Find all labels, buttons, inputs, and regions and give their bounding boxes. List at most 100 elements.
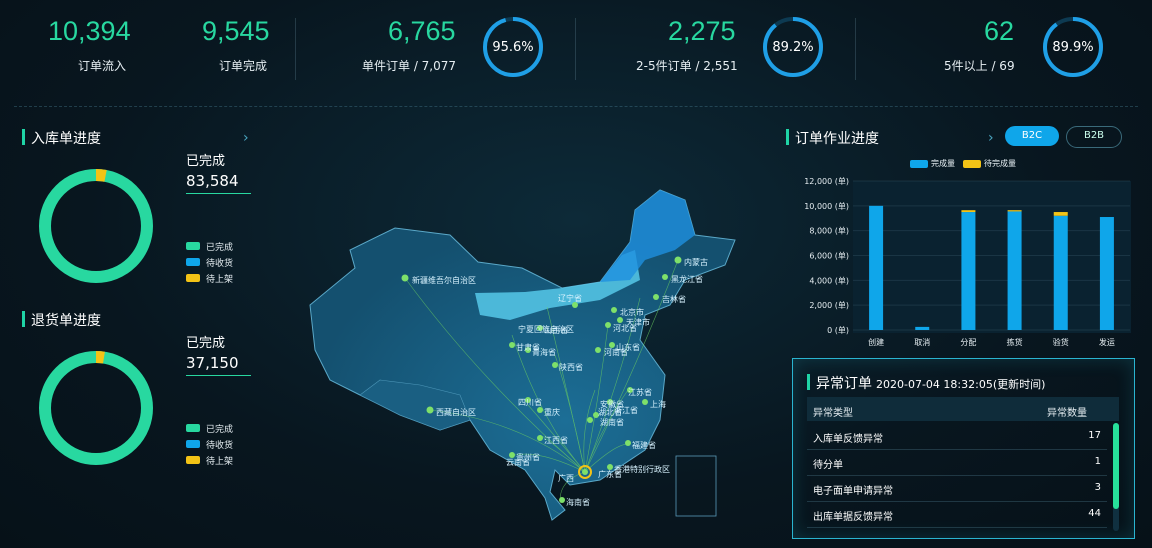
map-label: 广西 bbox=[558, 473, 574, 483]
map-region-highlight bbox=[600, 190, 695, 282]
divider bbox=[295, 18, 296, 80]
hub-dot bbox=[582, 469, 588, 475]
map-label: 福建省 bbox=[632, 440, 656, 450]
map-label: 海南省 bbox=[566, 497, 590, 507]
legend-label: 待上架 bbox=[206, 456, 234, 467]
header-divider bbox=[14, 106, 1138, 107]
map-label: 四川省 bbox=[518, 397, 542, 407]
kpi-single-label: 单件订单 / 7,077 bbox=[362, 59, 457, 73]
legend-label: 已完成 bbox=[206, 424, 234, 435]
legend-label: 已完成 bbox=[206, 242, 234, 253]
y-tick-label: 0 (单) bbox=[827, 325, 849, 335]
y-tick-label: 6,000 (单) bbox=[809, 251, 849, 261]
y-tick-label: 8,000 (单) bbox=[809, 226, 849, 236]
city-dots bbox=[401, 256, 682, 503]
legend-completed: 完成量 bbox=[931, 159, 955, 168]
hub-marker bbox=[578, 465, 592, 479]
y-tick-label: 12,000 (单) bbox=[804, 176, 849, 186]
table-row[interactable]: 待分单 1 bbox=[807, 449, 1107, 476]
map-label: 上海 bbox=[650, 399, 666, 409]
row-type: 入库单反馈异常 bbox=[813, 434, 883, 445]
legend-item: 待收货 bbox=[186, 254, 233, 270]
map-label: 北京市 bbox=[620, 307, 644, 317]
kpi-five-ring: 89.9% bbox=[1041, 15, 1105, 79]
legend-item: 待上架 bbox=[186, 452, 233, 468]
inbound-legend: 已完成 待收货 待上架 bbox=[186, 238, 233, 286]
inbound-chevron-icon[interactable]: › bbox=[243, 130, 249, 146]
map-region-highlight bbox=[475, 250, 640, 320]
kpi-single-ring: 95.6% bbox=[481, 15, 545, 79]
abnormal-title-text: 异常订单 bbox=[816, 376, 872, 392]
row-type: 待分单 bbox=[813, 460, 843, 471]
inbound-done-label: 已完成 bbox=[186, 154, 226, 169]
kpi-multi-value: 2,275 bbox=[668, 16, 736, 46]
bar-pending bbox=[961, 210, 976, 213]
kpi-single-value: 6,765 bbox=[388, 16, 456, 46]
tab-b2c[interactable]: B2C bbox=[1005, 126, 1059, 146]
legend-item: 已完成 bbox=[186, 238, 233, 254]
returns-done-value: 37,150 bbox=[186, 354, 251, 376]
route-lines bbox=[404, 259, 679, 501]
divider bbox=[855, 18, 856, 80]
row-type: 出库单据反馈异常 bbox=[813, 512, 893, 523]
map-label: 天津市 bbox=[626, 317, 650, 327]
legend-label: 待收货 bbox=[206, 440, 234, 451]
kpi-multi-percent: 89.2% bbox=[772, 40, 814, 55]
row-type: 电子面单申请异常 bbox=[813, 486, 893, 497]
abnormal-table-header: 异常类型 异常数量 bbox=[807, 397, 1119, 421]
returns-title: 退货单进度 bbox=[22, 310, 101, 330]
bar-completed bbox=[1007, 211, 1022, 330]
map-label: 内蒙古 bbox=[684, 257, 708, 267]
map-label: 山西省 bbox=[544, 325, 568, 335]
tab-b2b[interactable]: B2B bbox=[1066, 126, 1122, 148]
x-tick-label: 拣货 bbox=[1007, 337, 1023, 347]
kpi-multi-ring: 89.2% bbox=[761, 15, 825, 79]
map-label: 香港特别行政区 bbox=[614, 464, 670, 474]
table-row[interactable]: 出库单据反馈异常 44 bbox=[807, 501, 1107, 528]
row-count: 44 bbox=[1088, 508, 1101, 519]
order-bar-chart: 0 (单) 2,000 (单) 4,000 (单) 6,000 (单) 8,000 (单… bbox=[804, 176, 1130, 347]
x-tick-label: 分配 bbox=[960, 338, 976, 347]
map-label: 新疆维吾尔自治区 bbox=[412, 275, 476, 285]
returns-done-label: 已完成 bbox=[186, 336, 226, 351]
legend-label: 待收货 bbox=[206, 258, 234, 269]
table-row[interactable]: 电子面单申请异常 3 bbox=[807, 475, 1107, 502]
bar-completed bbox=[915, 326, 930, 330]
returns-legend: 已完成 待收货 待上架 bbox=[186, 420, 233, 468]
order-progress-title: 订单作业进度 bbox=[786, 128, 879, 148]
map-label: 山东省 bbox=[616, 342, 640, 352]
col-type-header: 异常类型 bbox=[813, 408, 853, 419]
inbound-donut bbox=[39, 169, 153, 283]
map-label: 黑龙江省 bbox=[671, 274, 703, 284]
bar-pending bbox=[1053, 212, 1068, 216]
abnormal-panel: 异常订单 2020-07-04 18:32:05(更新时间) 异常类型 异常数量 … bbox=[792, 358, 1135, 539]
kpi-five-percent: 89.9% bbox=[1052, 40, 1094, 55]
abnormal-timestamp: 2020-07-04 18:32:05(更新时间) bbox=[876, 378, 1046, 391]
chart-panel bbox=[853, 181, 1131, 333]
table-row[interactable]: 入库单反馈异常 17 bbox=[807, 423, 1107, 450]
map-label: 甘肃省 bbox=[516, 342, 540, 352]
map-label: 湖南省 bbox=[600, 417, 624, 427]
abnormal-title: 异常订单 2020-07-04 18:32:05(更新时间) bbox=[807, 373, 1045, 393]
map-label: 西藏自治区 bbox=[436, 407, 476, 417]
bar-completed bbox=[961, 212, 976, 330]
map-label: 宁夏回族自治区 bbox=[518, 324, 574, 334]
map-label: 湖北省 bbox=[598, 407, 622, 417]
legend-label: 待上架 bbox=[206, 274, 234, 285]
map-label: 云南省 bbox=[506, 457, 530, 467]
x-tick-label: 取消 bbox=[914, 337, 930, 347]
y-tick-label: 4,000 (单) bbox=[809, 275, 849, 285]
kpi-done-label: 订单完成 bbox=[219, 59, 268, 73]
divider bbox=[575, 18, 576, 80]
map-label: 浙江省 bbox=[614, 405, 638, 415]
map-label: 安徽省 bbox=[600, 399, 624, 409]
order-progress-chevron-icon[interactable]: › bbox=[988, 130, 994, 146]
map-label: 江苏省 bbox=[628, 387, 652, 397]
scrollbar-thumb[interactable] bbox=[1113, 423, 1119, 509]
legend-item: 待上架 bbox=[186, 270, 233, 286]
legend-pending: 待完成量 bbox=[984, 159, 1016, 168]
map-label: 广东省 bbox=[598, 469, 622, 479]
kpi-done-value: 9,545 bbox=[202, 16, 270, 46]
bar-pending bbox=[1007, 210, 1022, 212]
col-count-header: 异常数量 bbox=[1047, 408, 1087, 419]
